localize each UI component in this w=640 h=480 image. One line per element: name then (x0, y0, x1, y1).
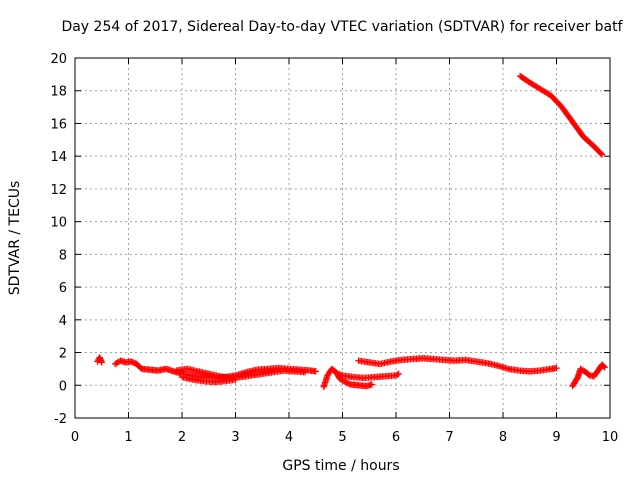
data-point-marker (395, 370, 402, 378)
y-tick-label: 16 (50, 117, 67, 132)
data-point-marker (601, 364, 608, 371)
chart-title: Day 254 of 2017, Sidereal Day-to-day VTE… (61, 19, 623, 35)
data-point-marker (553, 364, 560, 372)
data-point-marker (600, 363, 607, 370)
y-tick-label: 20 (50, 52, 67, 67)
x-tick-label: 9 (552, 430, 560, 445)
x-tick-label: 10 (602, 430, 619, 445)
x-tick-label: 4 (285, 430, 293, 445)
y-tick-label: 8 (59, 248, 67, 263)
x-tick-label: 6 (392, 430, 400, 445)
x-tick-label: 2 (178, 430, 186, 445)
y-axis-label: SDTVAR / TECUs (7, 181, 23, 296)
x-tick-label: 3 (231, 430, 239, 445)
x-tick-label: 8 (499, 430, 507, 445)
data-point-marker (301, 368, 309, 376)
y-axis-ticks: -2 0 2 4 6 8 10 12 14 16 18 20 (50, 52, 610, 427)
x-tick-label: 0 (71, 430, 79, 445)
data-point-marker (368, 381, 376, 388)
data-point-marker (312, 368, 319, 375)
y-tick-label: 10 (50, 216, 67, 231)
y-tick-label: 2 (59, 347, 67, 362)
y-tick-label: 6 (59, 281, 67, 296)
data-point-marker (98, 359, 105, 366)
data-point-marker (598, 151, 606, 158)
x-axis-ticks: 0 1 2 3 4 5 6 7 8 9 10 (71, 58, 618, 445)
data-series-sdtvar (94, 72, 608, 391)
x-axis-label: GPS time / hours (282, 458, 399, 474)
y-tick-label: 12 (50, 183, 67, 198)
x-tick-label: 1 (124, 430, 132, 445)
grid (75, 58, 610, 418)
y-tick-label: 14 (50, 150, 67, 165)
data-point-marker (394, 371, 401, 378)
data-point-marker (232, 376, 239, 383)
data-point-marker (597, 150, 605, 157)
y-tick-label: 0 (59, 379, 67, 394)
x-tick-label: 7 (445, 430, 453, 445)
y-tick-label: -2 (54, 412, 67, 427)
x-tick-label: 5 (338, 430, 346, 445)
y-tick-label: 4 (59, 314, 67, 329)
y-tick-label: 18 (50, 85, 67, 100)
